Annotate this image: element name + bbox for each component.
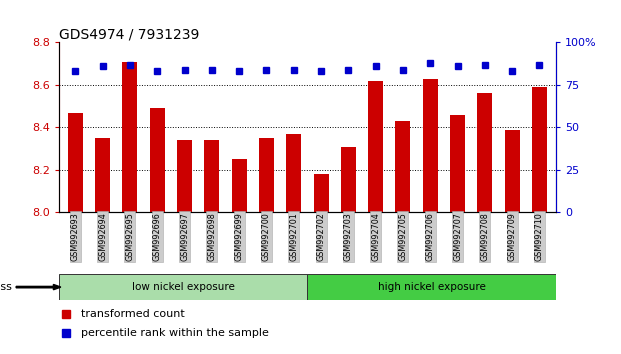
Text: GSM992704: GSM992704 xyxy=(371,212,380,261)
Text: GSM992708: GSM992708 xyxy=(480,212,489,261)
Text: high nickel exposure: high nickel exposure xyxy=(378,282,486,292)
Bar xyxy=(314,174,329,212)
Bar xyxy=(478,93,492,212)
Text: GSM992693: GSM992693 xyxy=(71,212,80,261)
Text: GSM992694: GSM992694 xyxy=(98,212,107,261)
Text: GDS4974 / 7931239: GDS4974 / 7931239 xyxy=(59,27,199,41)
Text: GSM992700: GSM992700 xyxy=(262,212,271,261)
Bar xyxy=(341,147,356,212)
Text: GSM992697: GSM992697 xyxy=(180,212,189,261)
Text: GSM992696: GSM992696 xyxy=(153,212,161,261)
Bar xyxy=(505,130,520,212)
Bar xyxy=(68,113,83,212)
Text: GSM992705: GSM992705 xyxy=(399,212,407,261)
Text: GSM992706: GSM992706 xyxy=(426,212,435,261)
Text: GSM992698: GSM992698 xyxy=(207,212,216,261)
Text: GSM992709: GSM992709 xyxy=(507,212,517,261)
Bar xyxy=(286,134,301,212)
Text: transformed count: transformed count xyxy=(81,309,185,319)
Text: GSM992703: GSM992703 xyxy=(344,212,353,261)
Text: GSM992695: GSM992695 xyxy=(125,212,135,261)
Bar xyxy=(307,274,556,300)
Text: GSM992701: GSM992701 xyxy=(289,212,298,261)
Bar xyxy=(368,81,383,212)
Bar xyxy=(423,79,438,212)
Text: low nickel exposure: low nickel exposure xyxy=(132,282,235,292)
Bar xyxy=(122,62,137,212)
Bar xyxy=(150,108,165,212)
Text: GSM992699: GSM992699 xyxy=(235,212,243,261)
Bar xyxy=(259,138,274,212)
Bar xyxy=(450,115,465,212)
Bar xyxy=(532,87,547,212)
Text: GSM992710: GSM992710 xyxy=(535,212,544,261)
Bar xyxy=(204,140,219,212)
Text: GSM992702: GSM992702 xyxy=(317,212,325,261)
Text: percentile rank within the sample: percentile rank within the sample xyxy=(81,328,270,338)
Bar xyxy=(95,138,110,212)
Bar xyxy=(396,121,410,212)
Bar xyxy=(232,159,247,212)
Text: GSM992707: GSM992707 xyxy=(453,212,462,261)
Bar xyxy=(59,274,307,300)
Bar xyxy=(177,140,192,212)
Text: stress: stress xyxy=(0,282,12,292)
